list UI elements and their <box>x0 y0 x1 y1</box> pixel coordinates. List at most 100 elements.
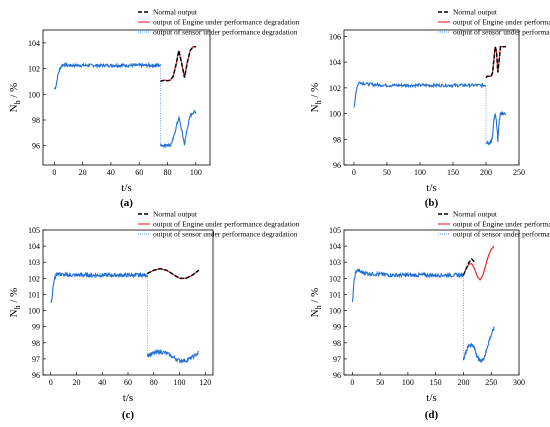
y-axis-label-main: N <box>8 309 20 317</box>
y-tick-label: 96 <box>333 161 341 170</box>
series-engine-output <box>462 245 495 281</box>
y-tick-label: 99 <box>333 323 341 332</box>
chart-panel: 0 50 100 150 200 250 300 96 97 98 99 100 101 102 103 10… <box>309 210 550 422</box>
x-tick-label: 150 <box>430 378 442 387</box>
series-normal-output <box>160 45 196 83</box>
x-tick-label: 250 <box>485 378 497 387</box>
y-tick-label: 102 <box>329 84 341 93</box>
x-tick-label: 200 <box>480 168 492 177</box>
x-tick-label: 250 <box>513 168 525 177</box>
y-tick-label: 98 <box>32 339 40 348</box>
y-tick-label: 97 <box>32 355 40 364</box>
chart-panel: 0 20 40 60 80 100 96 98 100 102 104 t/s Nh / % Normal… <box>8 8 300 210</box>
x-tick-label: 20 <box>72 378 80 387</box>
x-tick-label: 0 <box>52 168 56 177</box>
x-axis-label: t/s <box>426 392 436 404</box>
x-axis-label: t/s <box>123 392 133 404</box>
x-tick-label: 120 <box>199 378 211 387</box>
x-tick-label: 20 <box>79 168 87 177</box>
panel-label: (c) <box>122 409 135 421</box>
y-tick-label: 102 <box>28 65 40 74</box>
x-tick-label: 0 <box>350 378 354 387</box>
x-tick-label: 40 <box>98 378 106 387</box>
plot-frame <box>42 229 214 376</box>
y-tick-label: 99 <box>32 323 40 332</box>
legend-label-sensor: output of sensor under performance degra… <box>453 230 550 239</box>
y-axis-label-sub: h <box>314 305 323 309</box>
y-axis-label-main: N <box>309 309 321 317</box>
series-sensor-output <box>485 110 507 146</box>
chart-panel: 0 20 40 60 80 100 120 96 97 98 99 100 101 102 103 104 10… <box>8 210 300 422</box>
y-axis-label-unit: / % <box>8 288 20 306</box>
x-tick-label: 100 <box>402 378 414 387</box>
x-tick-label: 60 <box>135 168 143 177</box>
y-axis-label-sub: h <box>314 100 323 104</box>
x-tick-label: 80 <box>164 168 172 177</box>
series-pre-degradation <box>351 268 464 303</box>
series-normal-output <box>146 267 200 280</box>
y-tick-label: 104 <box>28 39 40 48</box>
x-tick-label: 50 <box>376 378 384 387</box>
y-tick-label: 98 <box>32 116 40 125</box>
y-tick-label: 102 <box>329 274 341 283</box>
legend-label-sensor: output of sensor under performance degra… <box>453 28 550 37</box>
series-normal-output <box>462 257 476 276</box>
panel-label: (b) <box>425 197 439 209</box>
plot-frame <box>343 229 520 376</box>
x-tick-label: 40 <box>107 168 115 177</box>
series-pre-degradation <box>50 271 148 304</box>
series-sensor-output <box>146 348 200 365</box>
series-pre-degradation <box>53 61 161 90</box>
y-tick-label: 96 <box>32 371 40 380</box>
x-tick-label: 100 <box>414 168 426 177</box>
y-axis-label-unit: / % <box>309 83 321 101</box>
series-normal-output <box>485 45 506 79</box>
y-axis-label-main: N <box>8 104 20 112</box>
legend-label-normal: Normal output <box>153 210 198 219</box>
y-tick-label: 100 <box>28 307 40 316</box>
y-tick-label: 96 <box>333 371 341 380</box>
y-tick-label: 98 <box>333 135 341 144</box>
y-tick-label: 101 <box>28 290 40 299</box>
y-tick-label: 106 <box>329 32 341 41</box>
y-tick-label: 101 <box>329 290 341 299</box>
legend-label-engine: output of Engine under performance degra… <box>453 220 550 229</box>
y-axis-label-unit: / % <box>309 288 321 306</box>
series-pre-degradation <box>353 81 487 108</box>
x-tick-label: 0 <box>49 378 53 387</box>
chart-panel: 0 50 100 150 200 250 96 98 100 102 104 106 t/s Nh / %… <box>309 8 550 210</box>
x-tick-label: 300 <box>513 378 525 387</box>
y-tick-label: 105 <box>28 226 40 235</box>
y-tick-label: 103 <box>28 258 40 267</box>
x-tick-label: 60 <box>124 378 132 387</box>
legend-label-engine: output of Engine under performance degra… <box>153 220 300 229</box>
y-axis-label: Nh / % <box>309 83 323 113</box>
y-axis-label-sub: h <box>13 100 22 104</box>
legend-label-normal: Normal output <box>153 8 198 17</box>
x-axis-label: t/s <box>426 182 436 194</box>
y-tick-label: 105 <box>329 226 341 235</box>
y-tick-label: 97 <box>333 355 341 364</box>
y-tick-label: 98 <box>333 339 341 348</box>
series-sensor-output <box>462 326 495 363</box>
legend-label-engine: output of Engine under performance degra… <box>153 18 300 27</box>
y-tick-label: 104 <box>329 58 341 67</box>
plot-frame <box>343 29 520 166</box>
x-axis-label: t/s <box>121 182 131 194</box>
plot-frame <box>42 29 211 166</box>
y-tick-label: 100 <box>329 307 341 316</box>
y-axis-label-main: N <box>309 104 321 112</box>
series-sensor-output <box>159 109 197 149</box>
y-tick-label: 102 <box>28 274 40 283</box>
y-tick-label: 100 <box>329 110 341 119</box>
legend-label-normal: Normal output <box>453 8 498 17</box>
y-tick-label: 103 <box>329 258 341 267</box>
x-tick-label: 0 <box>352 168 356 177</box>
y-axis-label: Nh / % <box>8 83 22 113</box>
legend-label-engine: output of Engine under performance degra… <box>453 18 550 27</box>
panel-label: (a) <box>120 197 133 209</box>
y-axis-label-unit: / % <box>8 83 20 101</box>
